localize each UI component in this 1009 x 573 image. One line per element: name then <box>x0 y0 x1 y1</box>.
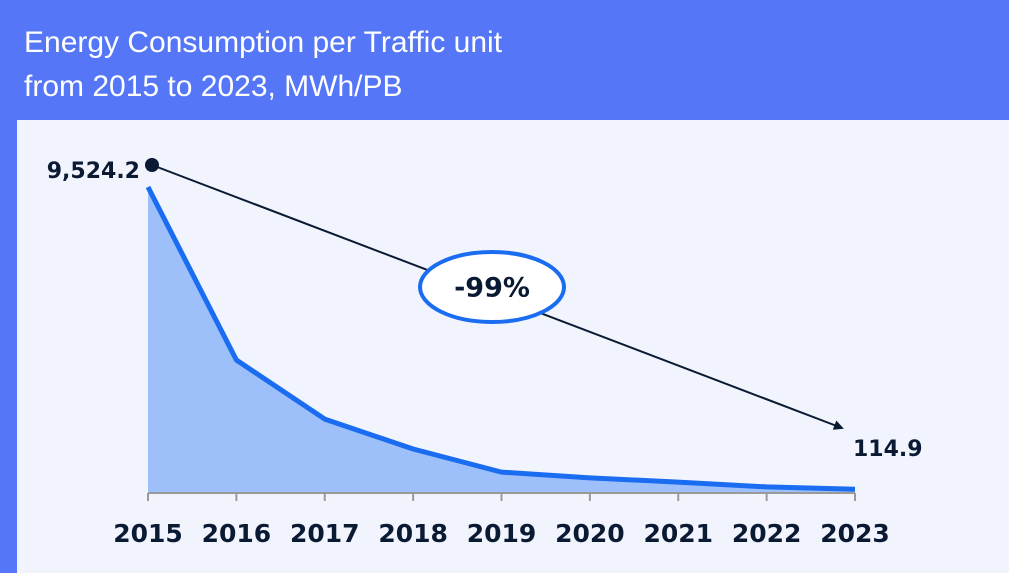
x-tick-label: 2022 <box>732 519 802 548</box>
x-tick-label: 2017 <box>290 519 360 548</box>
area <box>148 187 855 493</box>
x-tick-label: 2021 <box>643 519 713 548</box>
x-tick-label: 2016 <box>202 519 272 548</box>
header <box>17 0 1009 120</box>
x-tick-label: 2019 <box>467 519 537 548</box>
arrow-start-dot <box>145 158 159 172</box>
line <box>145 185 856 492</box>
x-tick-label: 2018 <box>378 519 448 548</box>
chart-title: from 2015 to 2023, MWh/PB <box>24 70 403 103</box>
value-label: 114.9 <box>853 437 923 462</box>
x-tick-label: 2023 <box>820 519 890 548</box>
value-label: 9,524.2 <box>47 159 140 184</box>
plot: 2015 2016 2017 2018 2019 2020 2021 2022 2023 9,52… <box>47 159 923 548</box>
x-tick-label: 2020 <box>555 519 625 548</box>
x-tick-label: 2015 <box>113 519 183 548</box>
annotation-badge <box>418 250 566 324</box>
left-border <box>0 0 17 573</box>
annotation: -99% <box>454 273 530 304</box>
chart-title: Energy Consumption per Traffic unit <box>24 26 503 59</box>
